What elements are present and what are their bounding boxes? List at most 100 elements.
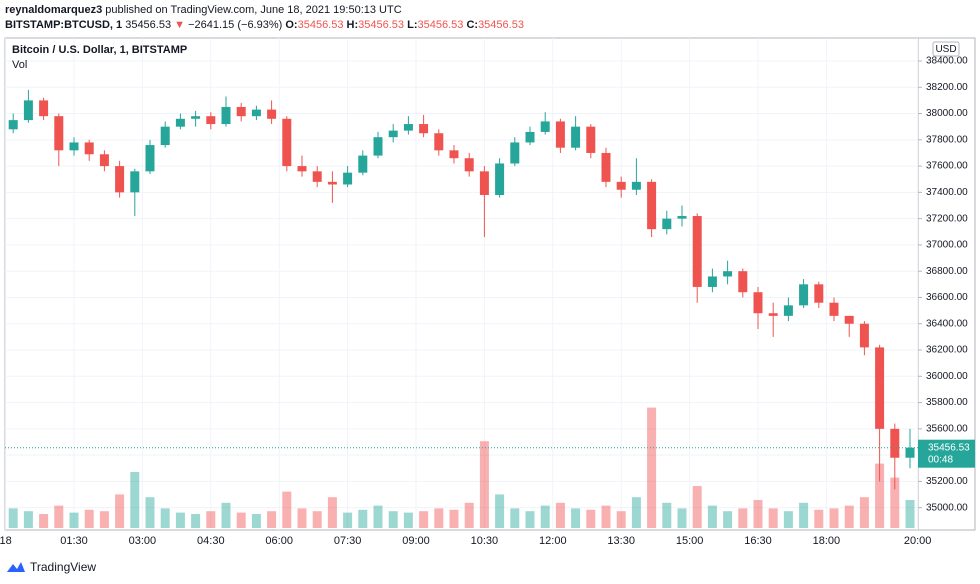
candle-body (327, 181, 337, 185)
y-tick-label: 35200.00 (926, 476, 968, 487)
candle-body (39, 100, 49, 117)
candle-body (753, 292, 763, 314)
volume-bar (768, 508, 778, 528)
c-label: C: (466, 19, 479, 31)
candle-body (388, 130, 398, 138)
volume-bar (783, 511, 793, 528)
candle-body (191, 116, 201, 119)
candle-body (555, 121, 565, 148)
username: reynaldomarquez3 (5, 4, 103, 16)
y-tick-label: 36800.00 (926, 266, 968, 277)
volume-bar (586, 509, 596, 528)
candle-body (99, 154, 109, 167)
volume-bar (753, 500, 763, 528)
y-tick-label: 36000.00 (926, 371, 968, 382)
volume-bar (875, 463, 885, 528)
brand: TradingView (30, 560, 97, 574)
x-tick-label: 06:00 (265, 535, 293, 547)
volume-bar (677, 508, 687, 528)
candle-body (54, 116, 64, 151)
candle-body (84, 142, 94, 155)
volume-bar (616, 511, 626, 528)
y-tick-label: 38400.00 (926, 56, 968, 67)
y-tick-label: 37000.00 (926, 240, 968, 251)
volume-bar (905, 500, 915, 528)
candle-body (616, 181, 626, 190)
candle-body (343, 172, 353, 185)
candle-body (69, 142, 79, 151)
volume-bar (343, 512, 353, 528)
volume-bar (692, 486, 702, 528)
candle-body (312, 171, 322, 182)
logo (7, 562, 25, 572)
y-tick-label: 35000.00 (926, 502, 968, 513)
x-tick-label: 20:00 (904, 535, 932, 547)
last-price-label: 35456.53 (928, 442, 970, 453)
x-tick-label: 03:00 (129, 535, 157, 547)
candle-body (449, 150, 459, 159)
volume-bar (723, 511, 733, 528)
y-tick-label: 35800.00 (926, 397, 968, 408)
candle-body (890, 428, 900, 458)
y-tick-label: 37600.00 (926, 161, 968, 172)
y-tick-label: 37400.00 (926, 187, 968, 198)
volume-bar (312, 511, 322, 528)
candle-body (540, 121, 550, 132)
volume-bar (890, 477, 900, 528)
header: reynaldomarquez3 published on TradingVie… (5, 3, 524, 33)
candle-body (738, 271, 748, 293)
candle-body (251, 109, 261, 117)
volume-bar (236, 512, 246, 528)
candle-body (631, 181, 641, 190)
x-tick-label: 18:00 (813, 535, 841, 547)
candle-body (479, 171, 489, 195)
candle-body (130, 171, 140, 193)
x-tick-label: 13:30 (607, 535, 635, 547)
x-tick-label: 18 (0, 535, 12, 547)
volume-bar (571, 508, 581, 528)
candle-body (145, 145, 155, 172)
volume-bar (221, 502, 231, 528)
volume-bar (555, 502, 565, 528)
volume-bar (282, 491, 292, 528)
volume-bar (206, 511, 216, 528)
high: 35456.53 (358, 19, 405, 31)
y-tick-label: 38200.00 (926, 82, 968, 93)
y-tick-label: 36600.00 (926, 292, 968, 303)
volume-bar (251, 514, 261, 528)
currency[interactable]: USD (935, 44, 956, 55)
volume-bar (84, 509, 94, 528)
candle-body (297, 166, 307, 172)
candle-body (525, 131, 535, 143)
volume-bar (160, 508, 170, 528)
volume-bar (54, 505, 64, 528)
countdown: 00:48 (928, 454, 953, 465)
candle-body (875, 347, 885, 429)
candle-body (677, 216, 687, 219)
candle-body (403, 124, 413, 131)
x-tick-label: 04:30 (197, 535, 225, 547)
volume-bar (525, 511, 535, 528)
candle-body (221, 106, 231, 125)
volume-bar (419, 511, 429, 528)
volume-bar (844, 505, 854, 528)
y-tick-label: 36200.00 (926, 345, 968, 356)
volume-bar (631, 497, 641, 528)
candle-body (160, 126, 170, 146)
candle-body (905, 447, 915, 458)
volume-bar (267, 511, 277, 528)
currency-badge[interactable] (932, 41, 960, 57)
volume-bar (358, 509, 368, 528)
x-tick-label: 12:00 (539, 535, 567, 547)
x-tick-label: 16:30 (744, 535, 772, 547)
candle-body (434, 133, 444, 151)
chart: 35000.0035200.0035400.0035600.0035800.00… (0, 37, 976, 547)
volume-bar (814, 509, 824, 528)
candle-body (358, 155, 368, 173)
candle-body (768, 313, 778, 316)
volume-bar (662, 502, 672, 528)
volume-bar (799, 502, 809, 528)
volume-bar (495, 494, 505, 528)
volume-bar (297, 508, 307, 528)
